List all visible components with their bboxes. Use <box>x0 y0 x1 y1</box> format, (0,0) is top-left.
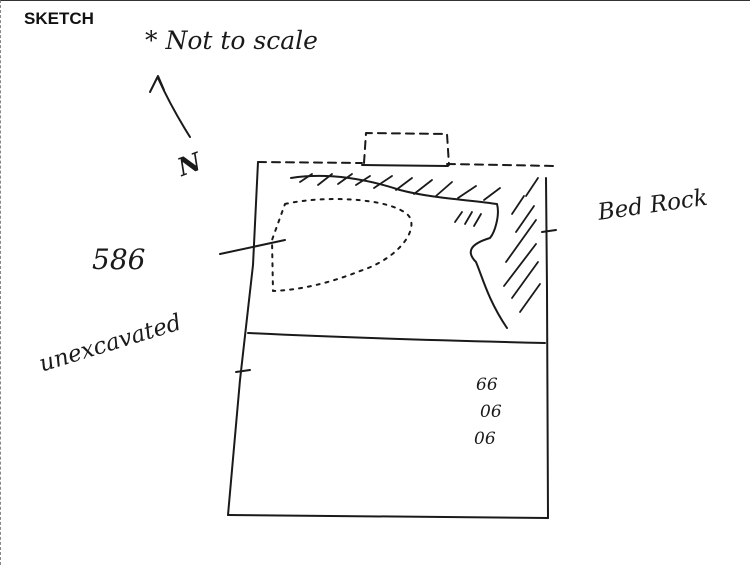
feature-label: 586 <box>92 243 146 276</box>
unit-right-wall <box>545 177 549 519</box>
bedrock-hatching <box>299 173 541 313</box>
mark-item: 66 <box>476 375 498 395</box>
feature-leader-line <box>219 239 286 255</box>
extension-dashed <box>363 132 450 166</box>
feature-outline <box>271 198 413 292</box>
bedrock-outline <box>290 174 508 329</box>
excavation-limit-line <box>247 332 546 344</box>
extension-baseline <box>361 164 449 167</box>
mark-item: 06 <box>480 402 502 422</box>
section-title: SKETCH <box>24 9 94 28</box>
scale-note: * Not to scale <box>145 26 318 55</box>
north-arrow-head-icon <box>149 75 165 93</box>
bedrock-leader-line <box>541 229 557 233</box>
unit-top-dashed <box>257 161 557 167</box>
unit-left-wall <box>227 161 259 516</box>
mark-item: 06 <box>474 429 496 449</box>
unit-bottom-wall <box>227 514 549 519</box>
marks-group: 66 06 06 <box>474 372 502 453</box>
unexcavated-leader-line <box>235 369 251 373</box>
